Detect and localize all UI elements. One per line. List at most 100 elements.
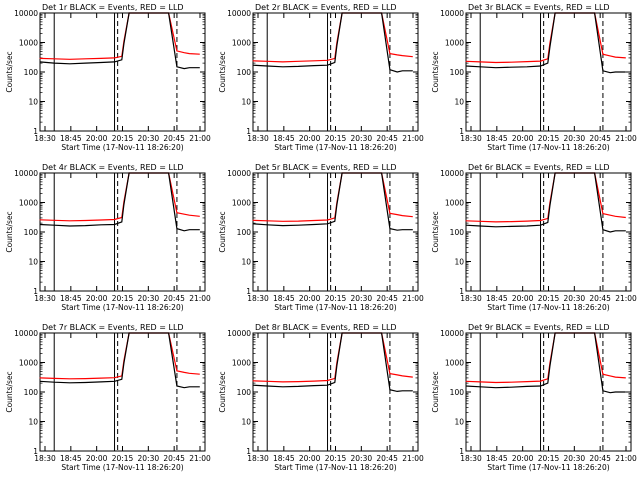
plot-frame bbox=[39, 12, 206, 132]
plot-frame bbox=[39, 332, 206, 452]
y-axis-label: Counts/sec bbox=[5, 51, 14, 92]
x-tick-label: 20:15 bbox=[325, 134, 347, 143]
plot-frame bbox=[39, 172, 206, 292]
x-tick-label: 20:45 bbox=[589, 294, 611, 303]
x-tick-label: 18:45 bbox=[60, 454, 82, 463]
x-tick-label: 20:45 bbox=[163, 454, 185, 463]
x-tick-label: 20:30 bbox=[138, 454, 160, 463]
y-tick-label: 1000 bbox=[232, 199, 251, 208]
x-tick-label: 20:45 bbox=[163, 134, 185, 143]
x-tick-label: 20:00 bbox=[86, 134, 108, 143]
x-tick-label: 18:45 bbox=[273, 134, 295, 143]
events-series-line bbox=[252, 12, 413, 73]
x-tick-label: 21:00 bbox=[402, 454, 424, 463]
detector-chart: Det 7r BLACK = Events, RED = LLD 1 10 100 10… bbox=[5, 323, 211, 472]
x-axis-label: Start Time (17-Nov-11 18:26:20) bbox=[61, 303, 183, 312]
x-tick-label: 18:30 bbox=[247, 294, 269, 303]
y-tick-label: 1 bbox=[33, 447, 38, 456]
x-tick-label: 18:30 bbox=[247, 134, 269, 143]
x-tick-label: 20:30 bbox=[564, 134, 586, 143]
plot-frame bbox=[252, 332, 419, 452]
detector-panel: Det 7r BLACK = Events, RED = LLD 1 10 100 10… bbox=[0, 320, 213, 480]
y-tick-label: 10 bbox=[454, 418, 464, 427]
lld-series-line bbox=[252, 332, 413, 383]
y-tick-label: 1000 bbox=[445, 359, 464, 368]
x-axis-label: Start Time (17-Nov-11 18:26:20) bbox=[274, 143, 396, 152]
chart-title: Det 7r BLACK = Events, RED = LLD bbox=[42, 323, 184, 332]
y-tick-label: 10 bbox=[28, 258, 38, 267]
y-tick-label: 1 bbox=[33, 127, 38, 136]
x-tick-label: 20:45 bbox=[376, 134, 398, 143]
events-series-line bbox=[465, 332, 626, 394]
x-tick-label: 20:30 bbox=[351, 294, 373, 303]
y-tick-label: 100 bbox=[450, 68, 465, 77]
chart-title: Det 1r BLACK = Events, RED = LLD bbox=[42, 3, 184, 12]
y-tick-label: 1000 bbox=[445, 39, 464, 48]
y-axis-label: Counts/sec bbox=[218, 211, 227, 252]
x-tick-label: 20:45 bbox=[589, 134, 611, 143]
plot-frame bbox=[465, 172, 632, 292]
y-tick-label: 10000 bbox=[227, 329, 251, 338]
y-tick-label: 10000 bbox=[227, 169, 251, 178]
y-tick-label: 100 bbox=[24, 388, 39, 397]
y-tick-label: 1000 bbox=[19, 359, 38, 368]
x-tick-label: 20:00 bbox=[299, 454, 321, 463]
y-tick-label: 10000 bbox=[440, 329, 464, 338]
x-tick-label: 18:30 bbox=[460, 294, 482, 303]
detector-chart: Det 4r BLACK = Events, RED = LLD 1 10 100 10… bbox=[5, 163, 211, 312]
y-tick-label: 1000 bbox=[232, 39, 251, 48]
y-tick-label: 10000 bbox=[14, 169, 38, 178]
y-tick-label: 100 bbox=[237, 388, 252, 397]
x-tick-label: 21:00 bbox=[615, 134, 637, 143]
y-axis-label: Counts/sec bbox=[5, 371, 14, 412]
events-series-line bbox=[39, 332, 200, 389]
y-tick-label: 100 bbox=[237, 68, 252, 77]
y-axis-label: Counts/sec bbox=[431, 211, 440, 252]
x-tick-label: 20:45 bbox=[163, 294, 185, 303]
y-tick-label: 1 bbox=[33, 287, 38, 296]
y-tick-label: 100 bbox=[237, 228, 252, 237]
x-tick-label: 21:00 bbox=[402, 134, 424, 143]
x-tick-label: 18:45 bbox=[273, 454, 295, 463]
x-axis-label: Start Time (17-Nov-11 18:26:20) bbox=[487, 463, 609, 472]
y-axis-label: Counts/sec bbox=[218, 51, 227, 92]
x-tick-label: 20:00 bbox=[86, 294, 108, 303]
detector-chart: Det 9r BLACK = Events, RED = LLD 1 10 100 10… bbox=[431, 323, 637, 472]
y-tick-label: 1 bbox=[246, 447, 251, 456]
y-tick-label: 10 bbox=[241, 258, 251, 267]
detector-chart: Det 2r BLACK = Events, RED = LLD 1 10 100 10… bbox=[218, 3, 424, 152]
x-axis-label: Start Time (17-Nov-11 18:26:20) bbox=[487, 143, 609, 152]
y-axis-label: Counts/sec bbox=[218, 371, 227, 412]
y-tick-label: 10000 bbox=[440, 9, 464, 18]
events-series-line bbox=[39, 172, 200, 232]
lld-series-line bbox=[465, 172, 626, 223]
y-tick-label: 1 bbox=[459, 447, 464, 456]
detector-panel: Det 6r BLACK = Events, RED = LLD 1 10 100 10… bbox=[426, 160, 639, 320]
lld-series-line bbox=[465, 12, 626, 64]
x-tick-label: 21:00 bbox=[189, 134, 211, 143]
x-tick-label: 20:00 bbox=[512, 294, 534, 303]
y-axis-label: Counts/sec bbox=[431, 371, 440, 412]
lld-series-line bbox=[252, 172, 413, 222]
x-tick-label: 20:45 bbox=[376, 454, 398, 463]
x-tick-label: 20:30 bbox=[564, 294, 586, 303]
chart-title: Det 2r BLACK = Events, RED = LLD bbox=[255, 3, 397, 12]
y-tick-label: 100 bbox=[450, 228, 465, 237]
x-tick-label: 20:00 bbox=[299, 294, 321, 303]
detector-chart: Det 5r BLACK = Events, RED = LLD 1 10 100 10… bbox=[218, 163, 424, 312]
y-tick-label: 100 bbox=[24, 68, 39, 77]
x-tick-label: 18:30 bbox=[34, 134, 56, 143]
x-tick-label: 18:30 bbox=[460, 454, 482, 463]
x-tick-label: 20:30 bbox=[351, 454, 373, 463]
plot-frame bbox=[252, 172, 419, 292]
detector-panel: Det 4r BLACK = Events, RED = LLD 1 10 100 10… bbox=[0, 160, 213, 320]
x-tick-label: 20:00 bbox=[512, 454, 534, 463]
x-tick-label: 18:30 bbox=[34, 294, 56, 303]
lld-series-line bbox=[39, 12, 200, 60]
x-tick-label: 18:45 bbox=[486, 454, 508, 463]
y-tick-label: 1000 bbox=[19, 199, 38, 208]
x-tick-label: 20:00 bbox=[512, 134, 534, 143]
x-tick-label: 20:45 bbox=[376, 294, 398, 303]
y-tick-label: 1000 bbox=[19, 39, 38, 48]
y-tick-label: 10 bbox=[28, 418, 38, 427]
